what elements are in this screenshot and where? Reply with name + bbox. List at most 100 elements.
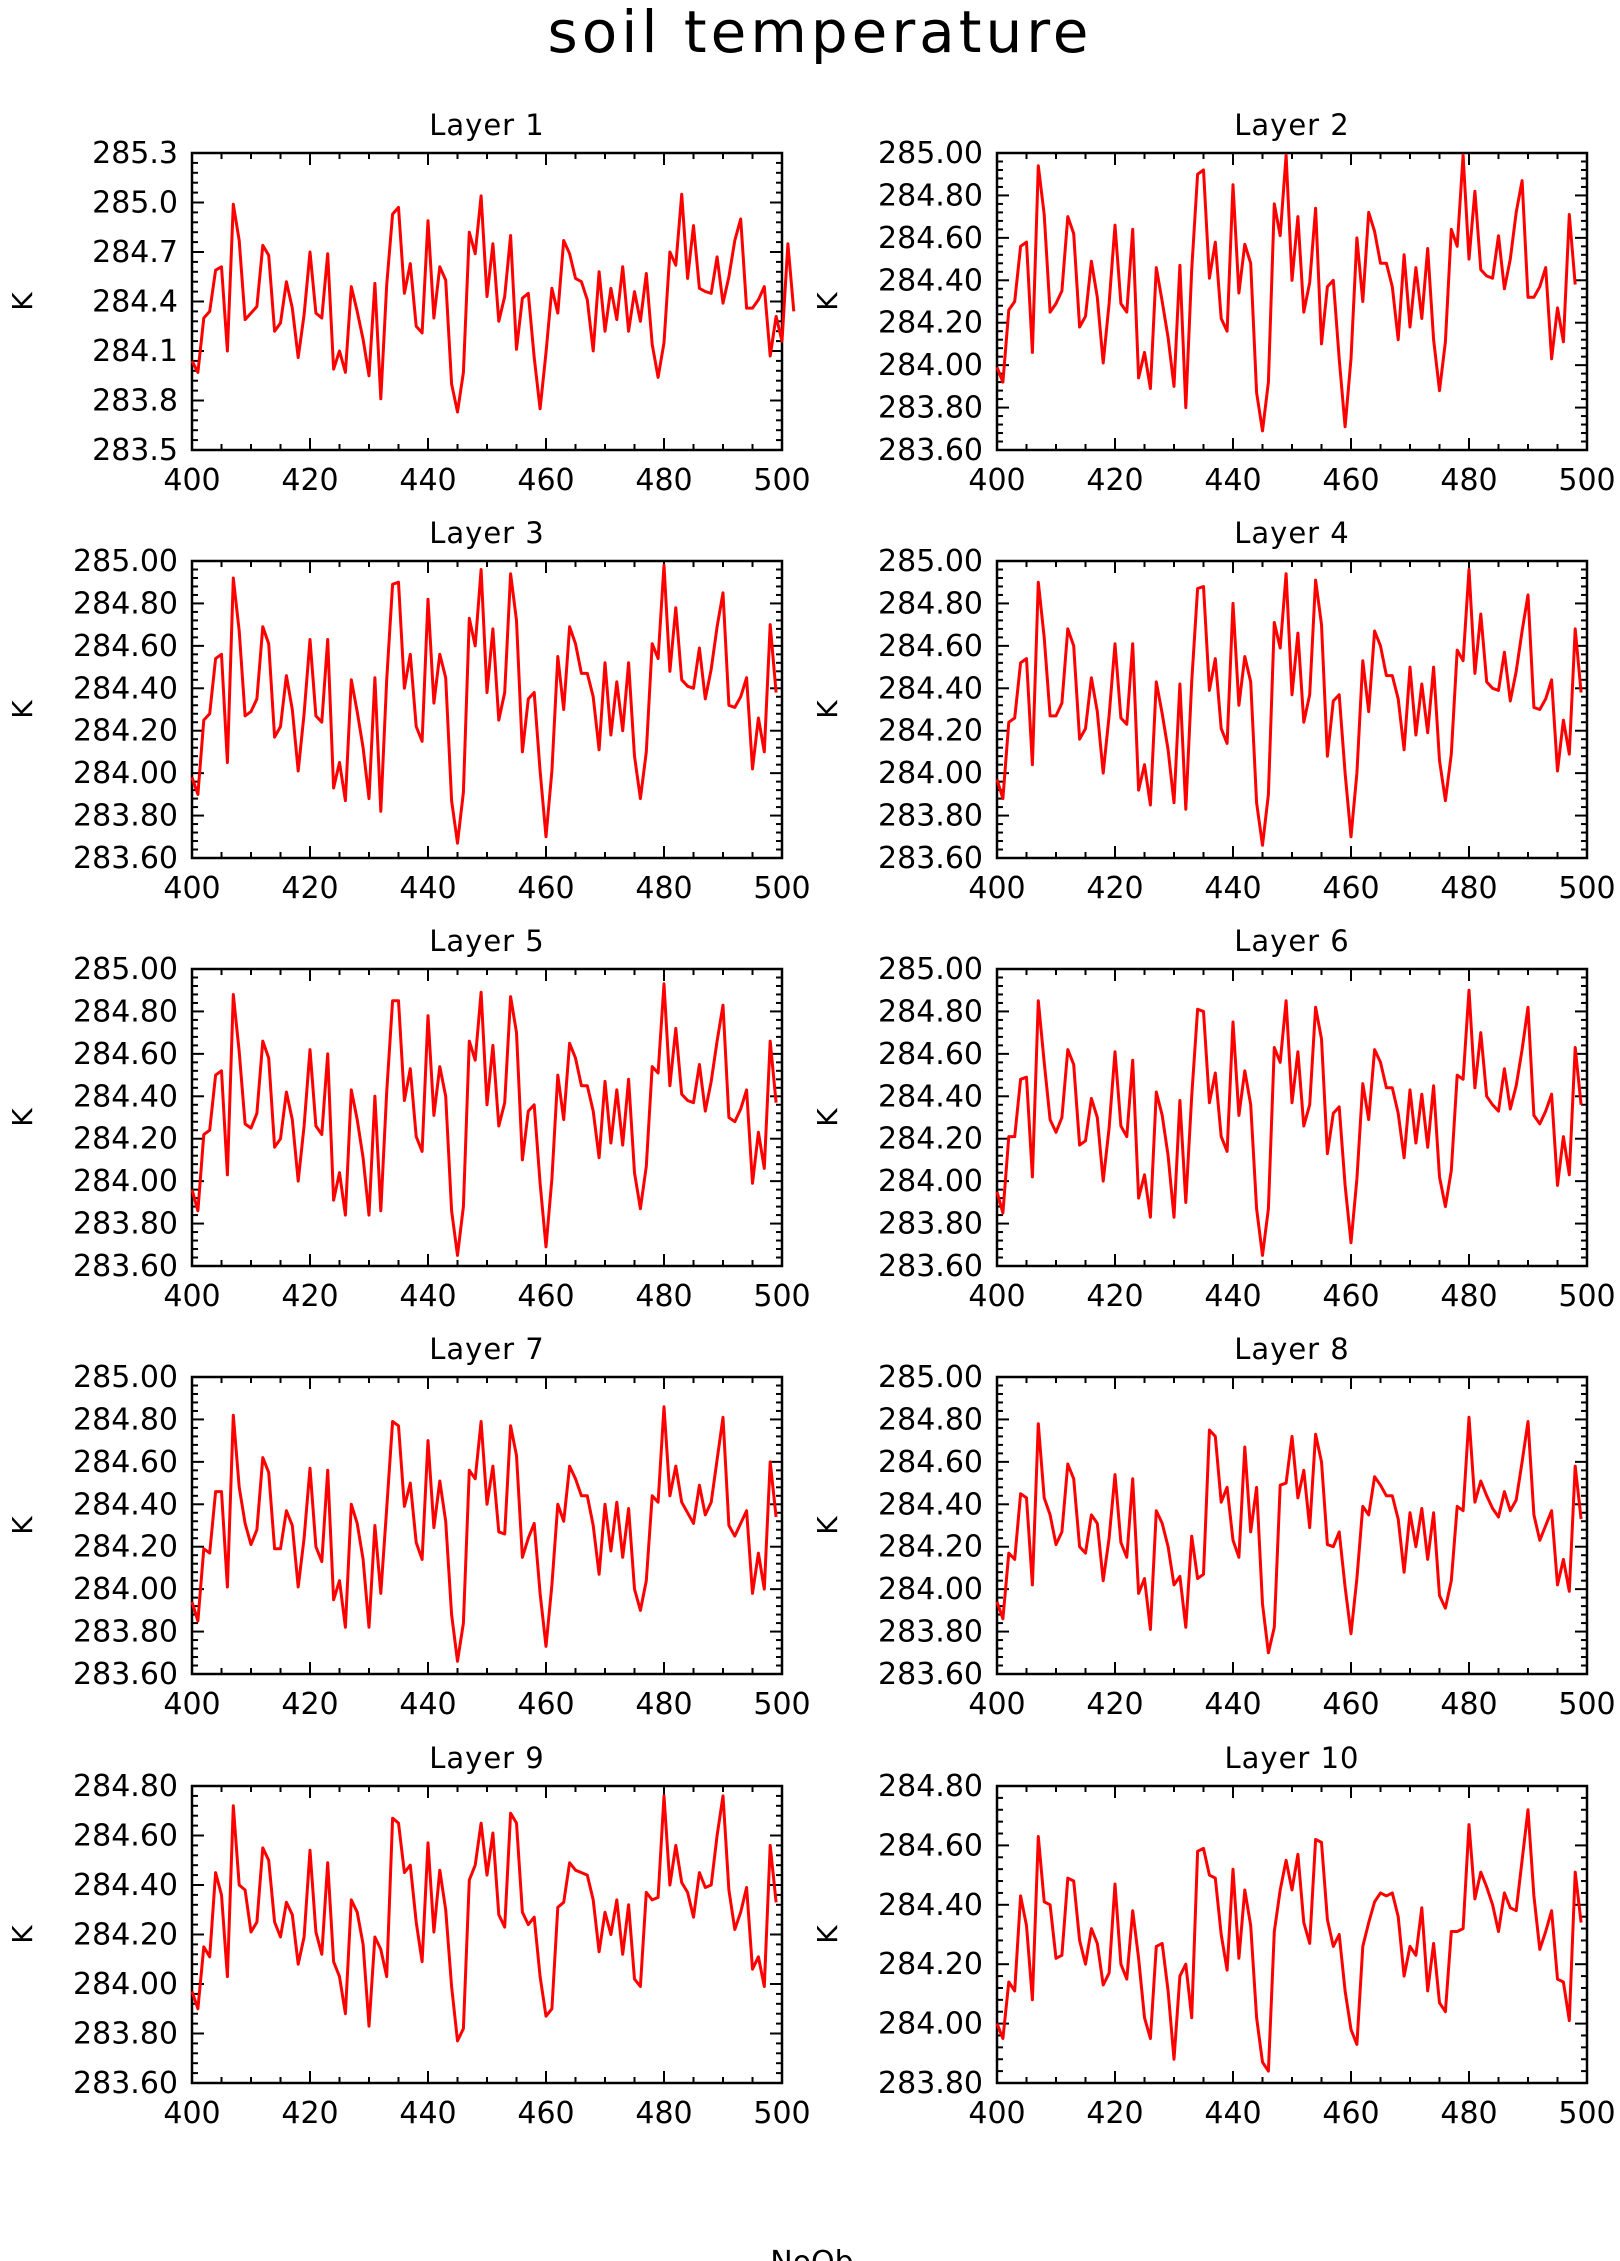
x-tick-label: 480 bbox=[1440, 463, 1497, 498]
y-tick-label: 283.8 bbox=[92, 384, 178, 419]
x-tick-label: 400 bbox=[968, 463, 1025, 498]
panel-title: Layer 3 bbox=[429, 516, 545, 550]
y-tick-label: 284.40 bbox=[878, 1487, 983, 1522]
y-tick-label: 284.7 bbox=[92, 235, 178, 270]
series-line-1 bbox=[995, 988, 1583, 1257]
y-tick-label: 284.20 bbox=[73, 1122, 178, 1157]
y-tick-label: 283.80 bbox=[73, 1207, 178, 1242]
y-tick-label: 284.1 bbox=[92, 334, 178, 369]
x-tick-label: 420 bbox=[1086, 871, 1143, 906]
y-tick-label: 284.40 bbox=[878, 263, 983, 298]
y-tick-label: 284.40 bbox=[73, 1868, 178, 1903]
x-tick-label: 440 bbox=[399, 1279, 456, 1314]
y-tick-label: 284.20 bbox=[73, 714, 178, 749]
x-tick-label: 460 bbox=[1322, 871, 1379, 906]
x-tick-label: 500 bbox=[1558, 1279, 1615, 1314]
y-tick-label: 284.60 bbox=[73, 1445, 178, 1480]
plot-frame bbox=[995, 1375, 1589, 1676]
y-axis-label: K bbox=[811, 1925, 844, 1944]
series-line-1 bbox=[995, 568, 1583, 847]
x-tick-label: 460 bbox=[1322, 2096, 1379, 2131]
chart-panel-7: Layer 7 K 400 420 440 460 480 500 283.60 283.80 28… bbox=[6, 1332, 811, 1722]
y-tick-label: 283.60 bbox=[878, 1657, 983, 1692]
y-tick-label: 283.60 bbox=[878, 841, 983, 876]
panel-title: Layer 2 bbox=[1234, 108, 1350, 142]
y-tick-label: 284.20 bbox=[73, 1530, 178, 1565]
x-tick-label: 480 bbox=[635, 871, 692, 906]
chart-panel-3: Layer 3 K 400 420 440 460 480 500 283.60 283.80 28… bbox=[6, 516, 811, 906]
y-tick-label: 283.60 bbox=[878, 433, 983, 468]
y-tick-label: 284.60 bbox=[73, 1819, 178, 1854]
y-tick-label: 284.40 bbox=[73, 1079, 178, 1114]
y-tick-label: 283.60 bbox=[73, 841, 178, 876]
x-tick-label: 480 bbox=[635, 1279, 692, 1314]
x-tick-label: 440 bbox=[1204, 1279, 1261, 1314]
y-tick-label: 284.40 bbox=[878, 1888, 983, 1923]
y-tick-label: 285.0 bbox=[92, 186, 178, 221]
x-tick-label: 460 bbox=[1322, 1279, 1379, 1314]
x-tick-label: 420 bbox=[1086, 2096, 1143, 2131]
panel-title: Layer 6 bbox=[1234, 924, 1350, 958]
x-tick-label: 400 bbox=[163, 1687, 220, 1722]
x-tick-label: 500 bbox=[1558, 2096, 1615, 2131]
series-line-1 bbox=[190, 982, 778, 1257]
y-tick-label: 284.20 bbox=[878, 1122, 983, 1157]
x-tick-label: 420 bbox=[1086, 1687, 1143, 1722]
y-tick-label: 284.00 bbox=[73, 1967, 178, 2002]
y-tick-label: 283.5 bbox=[92, 433, 178, 468]
panel-title: Layer 8 bbox=[1234, 1332, 1350, 1366]
x-tick-label: 460 bbox=[517, 1687, 574, 1722]
chart-panel-1: Layer 1 K 400 420 440 460 480 500 283.5 283.8 284.… bbox=[6, 108, 811, 498]
y-tick-label: 284.00 bbox=[73, 756, 178, 791]
x-tick-label: 500 bbox=[753, 1687, 810, 1722]
series-line-1 bbox=[190, 1794, 778, 2043]
plot-frame bbox=[995, 559, 1589, 860]
y-tick-label: 283.80 bbox=[878, 391, 983, 426]
x-tick-label: 420 bbox=[281, 1687, 338, 1722]
y-tick-label: 284.00 bbox=[73, 1164, 178, 1199]
y-tick-label: 284.20 bbox=[878, 306, 983, 341]
panel-title: Layer 4 bbox=[1234, 516, 1350, 550]
y-axis-label: K bbox=[6, 700, 39, 719]
x-tick-label: 440 bbox=[1204, 871, 1261, 906]
y-tick-label: 284.40 bbox=[878, 1079, 983, 1114]
x-tick-label: 480 bbox=[635, 463, 692, 498]
x-tick-label: 440 bbox=[399, 463, 456, 498]
series-line-1 bbox=[995, 1808, 1583, 2073]
y-tick-label: 283.80 bbox=[73, 2017, 178, 2052]
x-tick-label: 500 bbox=[1558, 463, 1615, 498]
x-axis-footer-label: NoOb bbox=[770, 2245, 853, 2261]
y-tick-label: 284.60 bbox=[878, 1445, 983, 1480]
x-tick-label: 440 bbox=[1204, 2096, 1261, 2131]
chart-panel-6: Layer 6 K 400 420 440 460 480 500 283.60 283.80 28… bbox=[811, 924, 1616, 1314]
x-tick-label: 460 bbox=[517, 1279, 574, 1314]
y-axis-label: K bbox=[811, 700, 844, 719]
x-tick-label: 480 bbox=[1440, 871, 1497, 906]
x-tick-label: 400 bbox=[968, 871, 1025, 906]
plot-frame bbox=[190, 559, 784, 860]
x-tick-label: 400 bbox=[163, 871, 220, 906]
y-tick-label: 284.40 bbox=[73, 1487, 178, 1522]
y-tick-label: 283.80 bbox=[878, 1615, 983, 1650]
y-tick-label: 284.20 bbox=[878, 1947, 983, 1982]
y-tick-label: 285.00 bbox=[73, 952, 178, 987]
y-tick-label: 284.00 bbox=[878, 348, 983, 383]
y-axis-label: K bbox=[6, 1516, 39, 1535]
y-tick-label: 283.80 bbox=[878, 799, 983, 834]
y-tick-label: 284.80 bbox=[878, 1769, 983, 1804]
x-tick-label: 440 bbox=[399, 2096, 456, 2131]
plot-frame bbox=[190, 151, 784, 452]
y-axis-label: K bbox=[811, 1108, 844, 1127]
y-tick-label: 284.80 bbox=[878, 178, 983, 213]
y-tick-label: 284.80 bbox=[73, 1402, 178, 1437]
x-tick-label: 420 bbox=[281, 2096, 338, 2131]
y-tick-label: 284.20 bbox=[73, 1918, 178, 1953]
y-tick-label: 284.4 bbox=[92, 285, 178, 320]
y-tick-label: 284.00 bbox=[73, 1572, 178, 1607]
y-tick-label: 285.00 bbox=[878, 1360, 983, 1395]
panel-title: Layer 7 bbox=[429, 1332, 545, 1366]
x-tick-label: 420 bbox=[281, 463, 338, 498]
panel-title: Layer 5 bbox=[429, 924, 545, 958]
y-tick-label: 284.20 bbox=[878, 1530, 983, 1565]
